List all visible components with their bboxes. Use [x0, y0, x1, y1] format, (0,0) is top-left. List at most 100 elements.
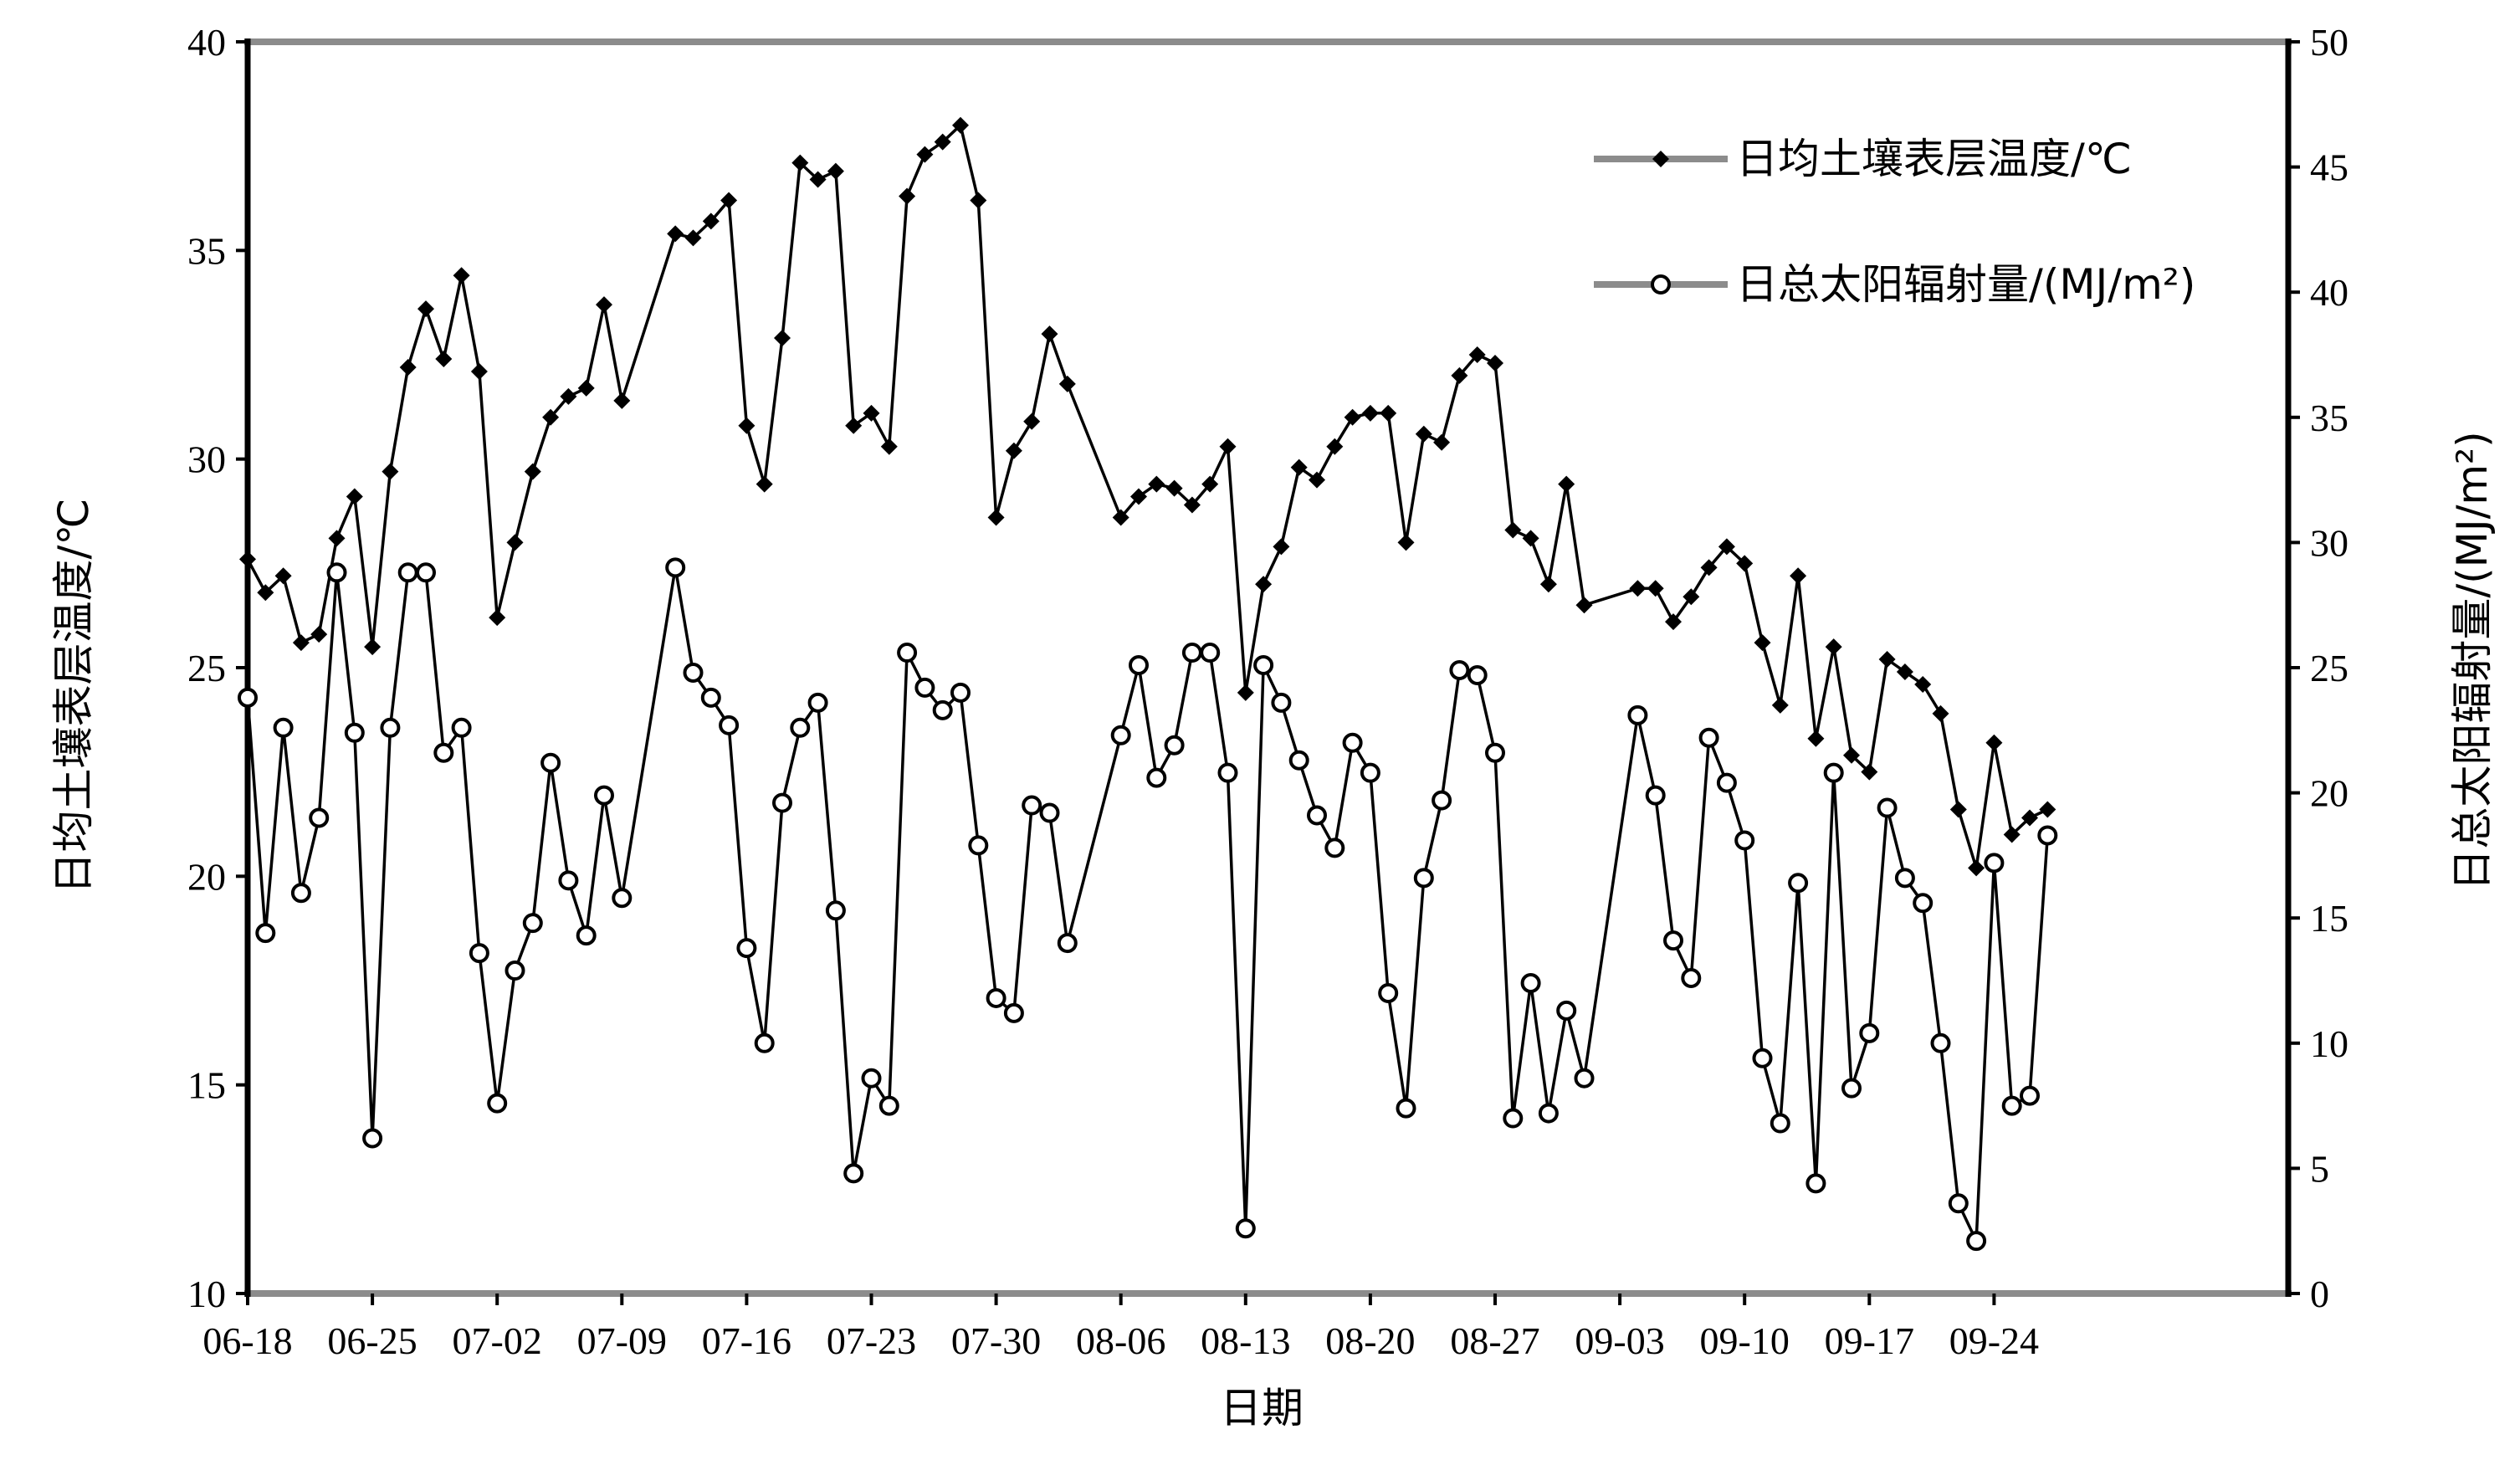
point-soil-temperature — [1896, 663, 1913, 680]
point-solar-radiation — [1752, 1048, 1773, 1068]
point-soil-temperature — [1878, 651, 1896, 669]
point-soil-temperature — [1380, 404, 1397, 422]
right-y-tick-label: 5 — [2310, 1147, 2329, 1190]
point-soil-temperature — [239, 551, 256, 568]
point-soil-temperature — [684, 229, 702, 247]
legend-item-solar-radiation: 日总太阳辐射量/(MJ/m²) — [1594, 260, 2195, 309]
point-solar-radiation — [522, 913, 543, 934]
point-soil-temperature — [560, 387, 577, 405]
point-soil-temperature — [489, 609, 506, 627]
point-soil-temperature — [1539, 576, 1557, 593]
point-solar-radiation — [1627, 704, 1648, 725]
point-soil-temperature — [845, 417, 863, 434]
point-solar-radiation — [1716, 772, 1737, 793]
point-solar-radiation — [1200, 643, 1221, 663]
point-soil-temperature — [435, 350, 453, 367]
point-soil-temperature — [1861, 763, 1878, 781]
x-tick-label: 09-17 — [1825, 1319, 1914, 1362]
left-y-axis-title: 日均土壤表层温度/℃ — [49, 499, 98, 894]
point-solar-radiation — [380, 717, 401, 738]
point-soil-temperature — [952, 116, 969, 134]
point-solar-radiation — [1324, 838, 1345, 858]
point-soil-temperature — [1949, 801, 1967, 818]
right-y-tick-label: 40 — [2310, 271, 2348, 314]
point-solar-radiation — [2037, 825, 2058, 846]
point-soil-temperature — [1790, 567, 1807, 585]
point-solar-radiation — [1805, 1173, 1826, 1194]
point-solar-radiation — [433, 742, 454, 763]
point-soil-temperature — [1504, 521, 1522, 539]
point-soil-temperature — [1433, 433, 1451, 451]
point-soil-temperature — [1273, 538, 1290, 556]
point-soil-temperature — [1326, 438, 1344, 455]
x-tick-label: 07-09 — [577, 1319, 667, 1362]
point-solar-radiation — [1538, 1103, 1559, 1124]
x-tick-label: 06-25 — [327, 1319, 417, 1362]
right-y-tick-label: 20 — [2310, 772, 2348, 815]
point-solar-radiation — [594, 785, 614, 806]
point-soil-temperature — [1290, 458, 1308, 476]
point-soil-temperature — [1237, 684, 1254, 701]
point-solar-radiation — [1859, 1022, 1880, 1043]
point-solar-radiation — [1307, 805, 1327, 826]
right-y-tick-label: 50 — [2310, 21, 2348, 64]
point-solar-radiation — [719, 715, 740, 735]
point-soil-temperature — [2039, 801, 2056, 818]
point-solar-radiation — [932, 699, 953, 720]
point-solar-radiation — [986, 987, 1006, 1008]
point-soil-temperature — [916, 146, 934, 163]
point-solar-radiation — [1022, 795, 1042, 816]
point-solar-radiation — [914, 677, 935, 698]
point-solar-radiation — [1913, 893, 1934, 914]
point-solar-radiation — [1110, 725, 1131, 745]
point-soil-temperature — [328, 530, 346, 547]
point-solar-radiation — [1734, 830, 1755, 851]
point-soil-temperature — [1558, 475, 1575, 493]
point-solar-radiation — [397, 562, 418, 583]
point-soil-temperature — [364, 638, 382, 656]
point-soil-temperature — [1005, 442, 1022, 459]
point-soil-temperature — [667, 225, 684, 243]
point-solar-radiation — [665, 557, 686, 578]
point-soil-temperature — [417, 300, 434, 318]
left-y-tick-label: 10 — [187, 1273, 226, 1315]
point-solar-radiation — [1770, 1113, 1790, 1134]
point-soil-temperature — [257, 584, 274, 602]
point-solar-radiation — [1129, 655, 1149, 676]
point-solar-radiation — [1823, 762, 1844, 783]
point-soil-temperature — [1932, 704, 1949, 722]
point-soil-temperature — [934, 133, 951, 151]
point-soil-temperature — [791, 154, 809, 172]
point-solar-radiation — [754, 1032, 775, 1053]
point-soil-temperature — [1575, 597, 1593, 614]
point-solar-radiation — [1681, 968, 1702, 989]
legend-marker-open-circle — [1651, 274, 1671, 295]
point-soil-temperature — [1183, 496, 1201, 514]
point-soil-temperature — [809, 171, 827, 188]
axes: 10 15 20 25 30 35 40 0 5 10 15 20 25 30 35 40 45 50 06-18 0… — [187, 21, 2348, 1362]
point-soil-temperature — [1219, 438, 1237, 455]
left-y-tick-label: 30 — [187, 438, 226, 481]
right-y-tick-label: 30 — [2310, 521, 2348, 564]
point-soil-temperature — [702, 213, 720, 230]
point-soil-temperature — [1344, 408, 1361, 426]
point-solar-radiation — [1984, 853, 2005, 873]
right-y-tick-label: 35 — [2310, 397, 2348, 439]
series — [238, 116, 2058, 1252]
point-solar-radiation — [861, 1068, 882, 1089]
left-y-tick-label: 35 — [187, 229, 226, 272]
point-soil-temperature — [292, 634, 310, 652]
point-soil-temperature — [1058, 375, 1076, 392]
point-solar-radiation — [790, 717, 811, 738]
point-solar-radiation — [1841, 1078, 1862, 1099]
point-solar-radiation — [2020, 1085, 2040, 1106]
point-soil-temperature — [542, 408, 560, 426]
point-soil-temperature — [1914, 675, 1932, 693]
point-solar-radiation — [843, 1163, 864, 1184]
point-solar-radiation — [1342, 732, 1363, 753]
series-line-soil-temperature — [246, 123, 2049, 870]
point-soil-temperature — [274, 567, 292, 585]
x-tick-label: 09-03 — [1575, 1319, 1664, 1362]
legend-item-soil-temperature: 日均土壤表层温度/℃ — [1594, 135, 2132, 183]
x-tick-label: 08-20 — [1325, 1319, 1415, 1362]
